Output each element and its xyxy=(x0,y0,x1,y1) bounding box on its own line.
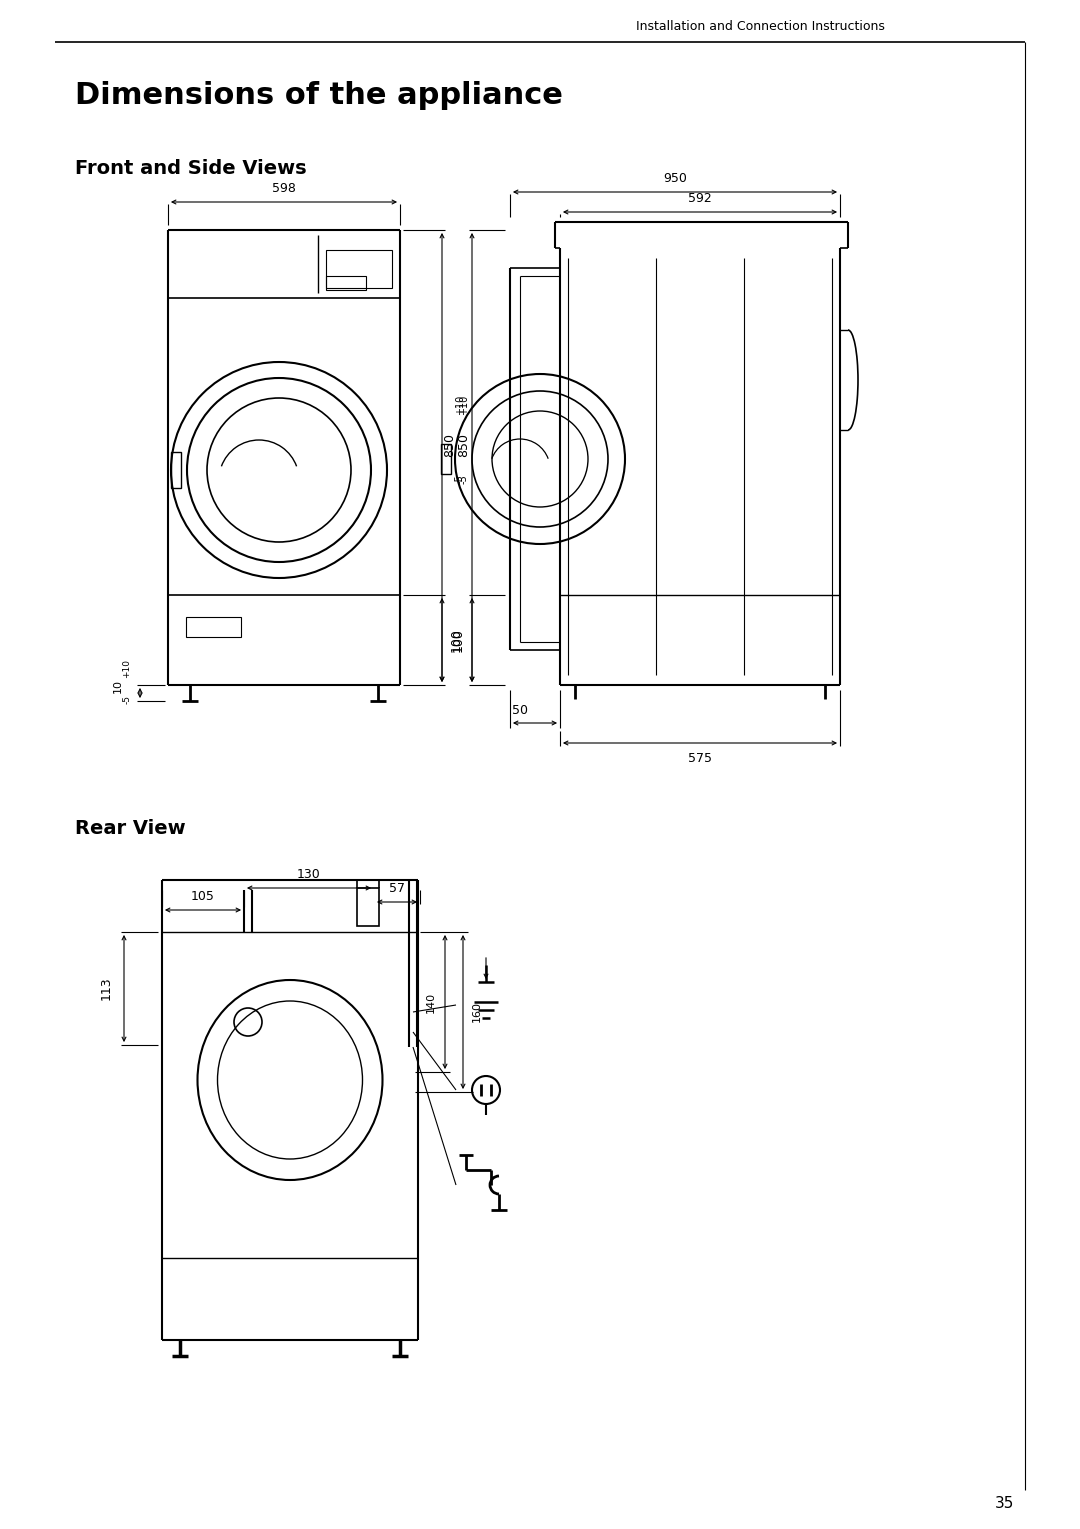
Text: 130: 130 xyxy=(297,868,321,882)
Text: -5: -5 xyxy=(122,694,132,703)
Text: 50: 50 xyxy=(512,705,528,717)
Bar xyxy=(357,888,379,927)
Text: 35: 35 xyxy=(996,1495,1015,1511)
Text: -5: -5 xyxy=(459,474,469,483)
Text: -5: -5 xyxy=(455,474,465,483)
Text: Dimensions of the appliance: Dimensions of the appliance xyxy=(75,81,563,110)
Text: 160: 160 xyxy=(472,1001,482,1023)
Text: Front and Side Views: Front and Side Views xyxy=(75,159,307,177)
Text: 140: 140 xyxy=(426,991,436,1012)
Text: 950: 950 xyxy=(663,171,687,185)
Text: +10: +10 xyxy=(459,394,469,416)
Text: 850: 850 xyxy=(458,433,471,457)
Text: 57: 57 xyxy=(389,882,405,896)
Text: 598: 598 xyxy=(272,182,296,194)
Bar xyxy=(171,453,181,488)
Text: +10: +10 xyxy=(455,394,465,416)
Bar xyxy=(186,618,241,638)
Text: 100: 100 xyxy=(449,628,462,651)
Text: 100: 100 xyxy=(451,628,464,651)
Bar xyxy=(326,251,392,287)
Text: 592: 592 xyxy=(688,193,712,205)
Text: 105: 105 xyxy=(191,890,215,902)
Text: Installation and Connection Instructions: Installation and Connection Instructions xyxy=(635,20,885,32)
Text: 850: 850 xyxy=(444,433,457,457)
Bar xyxy=(441,443,451,474)
Text: 113: 113 xyxy=(99,976,112,1000)
Text: 10: 10 xyxy=(113,679,123,693)
Bar xyxy=(326,277,366,291)
Text: 575: 575 xyxy=(688,752,712,766)
Text: Rear View: Rear View xyxy=(75,818,186,838)
Text: +10: +10 xyxy=(122,659,132,679)
